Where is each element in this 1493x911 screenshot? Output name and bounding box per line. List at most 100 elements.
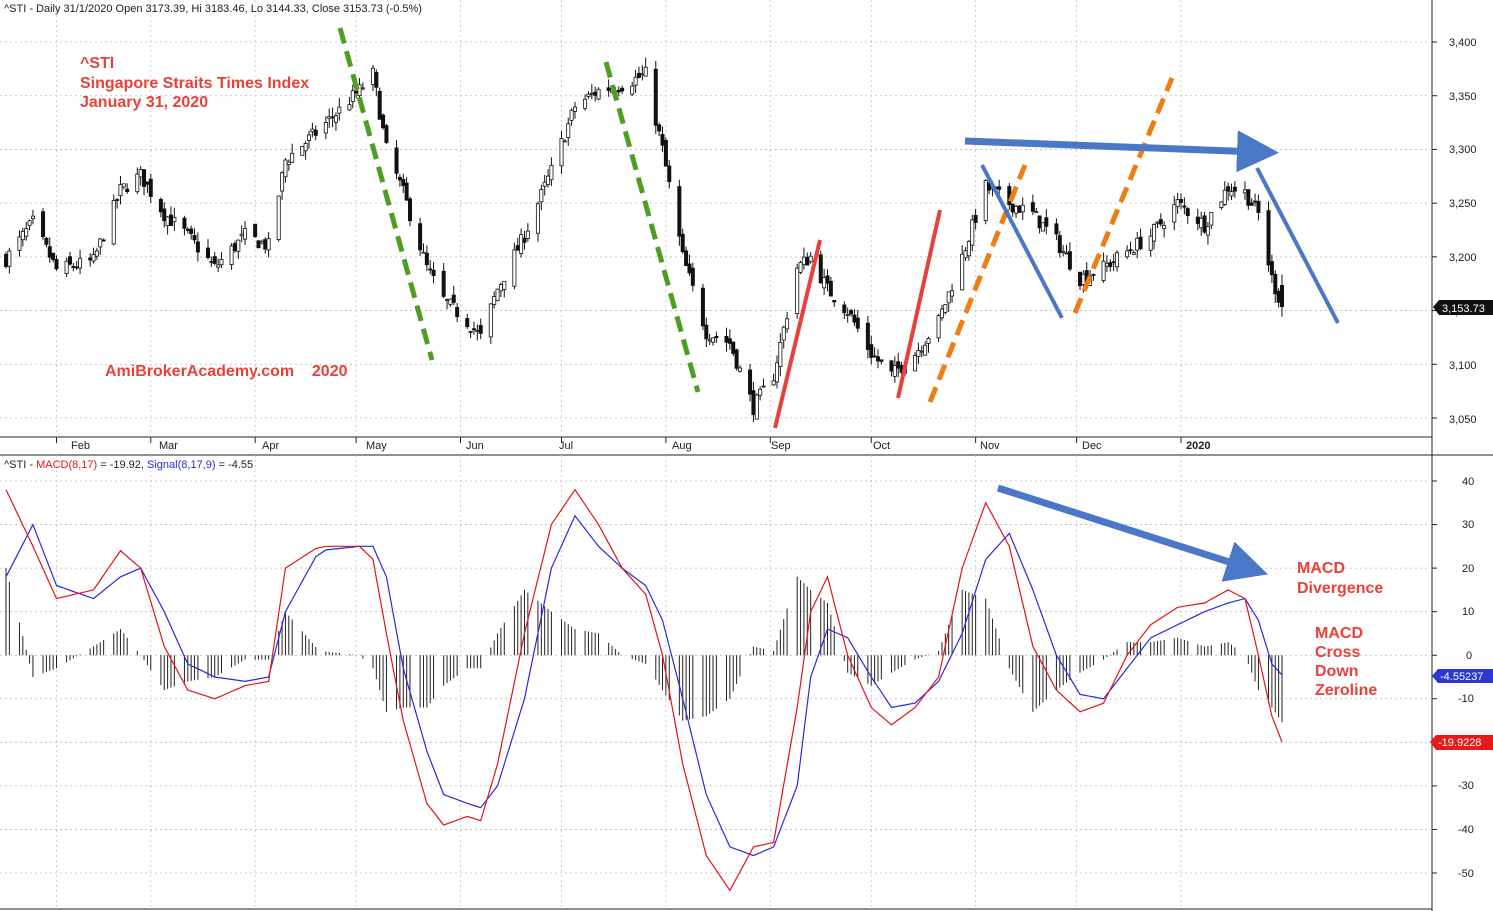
candle-body (286, 161, 291, 165)
candle-body (172, 216, 177, 223)
month-label: Aug (672, 440, 692, 452)
candle-body (451, 294, 456, 303)
candle-body (1280, 285, 1285, 307)
candle-body (502, 280, 507, 290)
annotation-index-name: Singapore Straits Times Index (80, 75, 309, 92)
candle-body (300, 146, 305, 156)
last-price-badge: 3,153.73 (1433, 300, 1493, 315)
candle-body (243, 228, 248, 240)
macd-tick: 20 (1462, 563, 1474, 575)
candle-body (256, 240, 261, 249)
candle-body (51, 252, 56, 260)
candle-body (162, 208, 167, 222)
macd-arrow (996, 484, 1269, 582)
candle-body (1249, 202, 1254, 206)
candle-body (1135, 237, 1140, 251)
candle-body (276, 195, 281, 240)
candle-body (869, 344, 874, 358)
candle-body (774, 362, 779, 383)
green-dashed-trend (337, 27, 435, 361)
candle-body (1222, 189, 1227, 205)
candle-body (1040, 222, 1045, 232)
macd-header-macd: MACD(8,17) (36, 459, 97, 471)
candle-body (714, 336, 719, 339)
candle-body (872, 355, 877, 358)
candle-body (983, 180, 988, 221)
candle-body (943, 304, 948, 313)
candle-body (1276, 290, 1281, 303)
price-y-axis: 3,400 3,350 3,300 3,250 3,200 3,150 3,10… (1449, 37, 1477, 426)
macd-tick: 30 (1462, 519, 1474, 531)
candle-body (711, 337, 716, 343)
candle-body (808, 255, 813, 263)
candle-body (78, 257, 83, 269)
candle-body (879, 359, 884, 362)
blue-down-trend (980, 164, 1064, 319)
candle-body (1081, 273, 1086, 285)
candle-body (1115, 252, 1120, 268)
candle-body (1209, 212, 1214, 226)
month-label: Mar (159, 440, 178, 452)
candle-body (963, 250, 968, 259)
candle-body (189, 228, 194, 234)
price-tick: 3,350 (1449, 91, 1477, 103)
candle-body (761, 385, 766, 388)
candle-body (168, 214, 173, 226)
macd-header: ^STI - MACD(8,17) = -19.92, Signal(8,17,… (4, 459, 253, 471)
candle-body (950, 290, 955, 297)
candle-body (384, 125, 389, 144)
candle-body (643, 66, 648, 77)
candle-body (842, 304, 847, 314)
price-arrow (964, 130, 1279, 173)
candle-body (7, 250, 12, 267)
signal-line (5, 514, 1283, 857)
candle-body (219, 259, 224, 266)
candle-body (1138, 236, 1143, 250)
candle-body (1067, 251, 1072, 270)
candle-body (1202, 215, 1207, 233)
candle-body (41, 211, 46, 237)
candle-body (1195, 216, 1200, 224)
candle-body (916, 350, 921, 357)
candle-body (1253, 200, 1258, 203)
candle-body (67, 256, 72, 265)
orange-dashed-trend (927, 164, 1028, 403)
macd-badge-label: -19.9228 (1438, 737, 1481, 749)
candle-body (970, 219, 975, 246)
candle-body (303, 143, 308, 152)
candle-body (1199, 217, 1204, 229)
candle-body (1219, 201, 1224, 208)
candle-body (620, 87, 625, 92)
candle-body (1178, 199, 1183, 203)
candle-body (1242, 189, 1247, 194)
candle-body (572, 106, 577, 112)
candle-body (1044, 217, 1049, 227)
candle-body (606, 87, 611, 91)
candle-body (337, 106, 342, 114)
candle-body (1131, 252, 1136, 255)
macd-tick: -10 (1458, 693, 1474, 705)
candle-body (546, 175, 551, 185)
cross-line-2: Cross (1315, 644, 1360, 661)
candle-body (421, 251, 426, 254)
candle-body (1232, 186, 1237, 192)
cross-line-3: Down (1315, 663, 1359, 680)
candle-body (165, 216, 170, 227)
candle-body (232, 243, 237, 251)
cross-line-4: Zeroline (1315, 682, 1377, 699)
candle-body (748, 369, 753, 395)
price-tick: 3,100 (1449, 360, 1477, 372)
candle-body (680, 233, 685, 253)
macd-line (5, 488, 1283, 892)
month-label: May (366, 440, 387, 452)
macd-value-badge: -19.9228 (1430, 735, 1493, 750)
candle-body (397, 176, 402, 181)
candle-body (498, 284, 503, 292)
candle-body (91, 254, 96, 262)
candle-body (1226, 186, 1231, 192)
month-label: Oct (873, 440, 890, 452)
red-up-trend (896, 209, 942, 399)
candle-body (20, 231, 25, 241)
candle-body (939, 308, 944, 319)
candle-body (290, 152, 295, 163)
